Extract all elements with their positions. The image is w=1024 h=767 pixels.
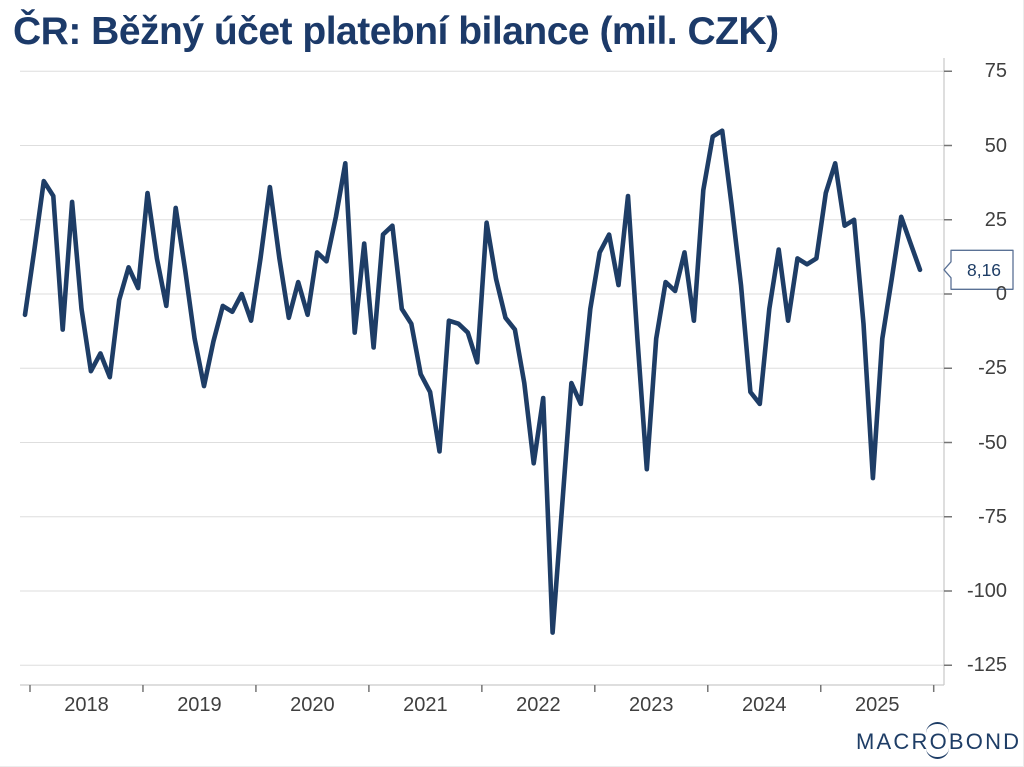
x-axis-label: 2024: [719, 693, 809, 717]
y-axis-label: 0: [935, 282, 1007, 306]
y-axis-label: -125: [935, 653, 1007, 677]
x-axis-label: 2019: [154, 693, 244, 717]
x-axis-label: 2025: [832, 693, 922, 717]
x-axis-label: 2020: [267, 693, 357, 717]
macrobond-logo: MACROBOND: [856, 729, 1021, 755]
y-axis-label: 50: [935, 134, 1007, 158]
x-axis-label: 2018: [41, 693, 131, 717]
logo-text-left: MACR: [856, 729, 930, 754]
chart-window: ČR: Běžný účet platební bilance (mil. CZ…: [0, 0, 1024, 767]
x-axis-label: 2022: [493, 693, 583, 717]
y-axis-label: -100: [935, 579, 1007, 603]
y-axis-label: 75: [935, 59, 1007, 83]
plot-area: 8,16: [0, 0, 1024, 767]
x-axis-label: 2023: [606, 693, 696, 717]
logo-text-right: BOND: [949, 729, 1021, 754]
y-axis-label: -50: [935, 431, 1007, 455]
logo-o-icon: O: [930, 729, 949, 755]
y-axis-label: -25: [935, 356, 1007, 380]
y-axis-label: -75: [935, 505, 1007, 529]
y-axis-label: 25: [935, 208, 1007, 232]
callout-value: 8,16: [967, 260, 1001, 280]
x-axis-label: 2021: [380, 693, 470, 717]
series-line: [25, 131, 920, 633]
